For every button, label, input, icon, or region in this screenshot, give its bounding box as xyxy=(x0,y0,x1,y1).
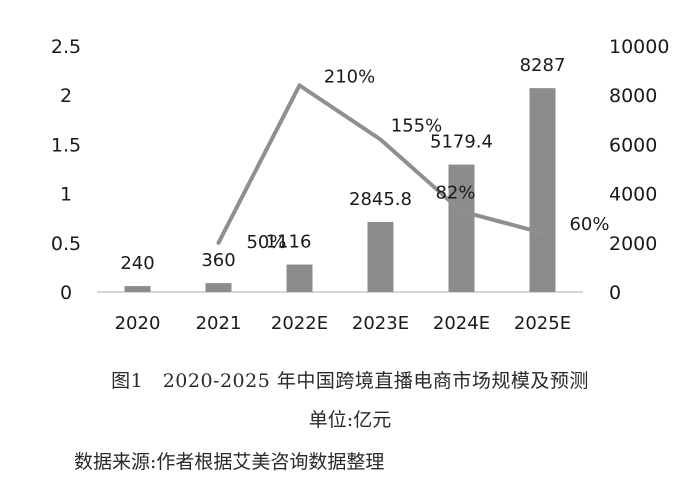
bar xyxy=(367,221,394,292)
bar-series xyxy=(124,88,556,292)
line-series xyxy=(216,83,545,245)
left-axis-tick-label: 0.5 xyxy=(51,233,81,255)
line-point xyxy=(379,137,382,141)
right-axis-tick-label: 2000 xyxy=(609,233,657,255)
chart: 0 0.5 1 1.5 2 2.5 0 2000 4000 6000 8000 10000 2020… xyxy=(51,36,670,334)
bar xyxy=(448,164,475,292)
line-data-label: 60% xyxy=(569,214,609,235)
unit-note: 单位:亿元 xyxy=(308,409,392,431)
left-axis: 0 0.5 1 1.5 2 2.5 xyxy=(51,36,81,304)
right-axis-tick-label: 0 xyxy=(609,282,621,304)
left-axis-tick-label: 2.5 xyxy=(51,36,81,58)
bar xyxy=(529,88,556,292)
x-axis: 2020 2021 2022E 2023E 2024E 2025E xyxy=(115,313,572,334)
line-point xyxy=(298,83,301,87)
x-axis-tick-label: 2024E xyxy=(433,313,490,334)
bar-data-label: 5179.4 xyxy=(430,132,493,153)
x-axis-tick-label: 2022E xyxy=(271,313,328,334)
data-source-note: 数据来源:作者根据艾美咨询数据整理 xyxy=(74,451,385,473)
right-axis: 0 2000 4000 6000 8000 10000 xyxy=(609,36,669,304)
line-data-labels: 50% 210% 155% 82% 60% xyxy=(246,66,609,252)
bar-data-label: 2845.8 xyxy=(349,189,412,210)
right-axis-tick-label: 10000 xyxy=(609,36,669,58)
left-axis-tick-label: 1.5 xyxy=(51,134,81,156)
line-path xyxy=(216,83,545,245)
bar-data-label: 240 xyxy=(120,253,154,274)
x-axis-tick-label: 2025E xyxy=(514,313,571,334)
bar-data-label: 360 xyxy=(201,250,235,271)
x-axis-tick-label: 2021 xyxy=(196,313,242,334)
right-axis-tick-label: 8000 xyxy=(609,85,657,107)
right-axis-tick-label: 6000 xyxy=(609,134,657,156)
left-axis-tick-label: 1 xyxy=(60,184,72,206)
bar-data-label: 1116 xyxy=(266,232,312,253)
bar xyxy=(205,283,232,292)
figure-caption: 图1 2020-2025 年中国跨境直播电商市场规模及预测 xyxy=(111,370,589,392)
bar-data-label: 8287 xyxy=(520,55,566,76)
left-axis-tick-label: 0 xyxy=(60,282,72,304)
x-axis-tick-label: 2020 xyxy=(115,313,161,334)
bar-data-labels: 240 360 1116 2845.8 5179.4 8287 xyxy=(120,55,565,274)
line-point xyxy=(541,231,544,235)
line-point xyxy=(217,241,220,245)
line-data-label: 50% xyxy=(246,232,286,253)
bar xyxy=(124,286,151,292)
right-axis-tick-label: 4000 xyxy=(609,184,657,206)
left-axis-tick-label: 2 xyxy=(60,85,72,107)
bar xyxy=(286,264,313,292)
line-data-label: 82% xyxy=(435,182,475,203)
line-point xyxy=(460,209,463,213)
line-data-label: 155% xyxy=(391,115,442,136)
x-axis-tick-label: 2023E xyxy=(352,313,409,334)
line-data-label: 210% xyxy=(324,66,375,87)
